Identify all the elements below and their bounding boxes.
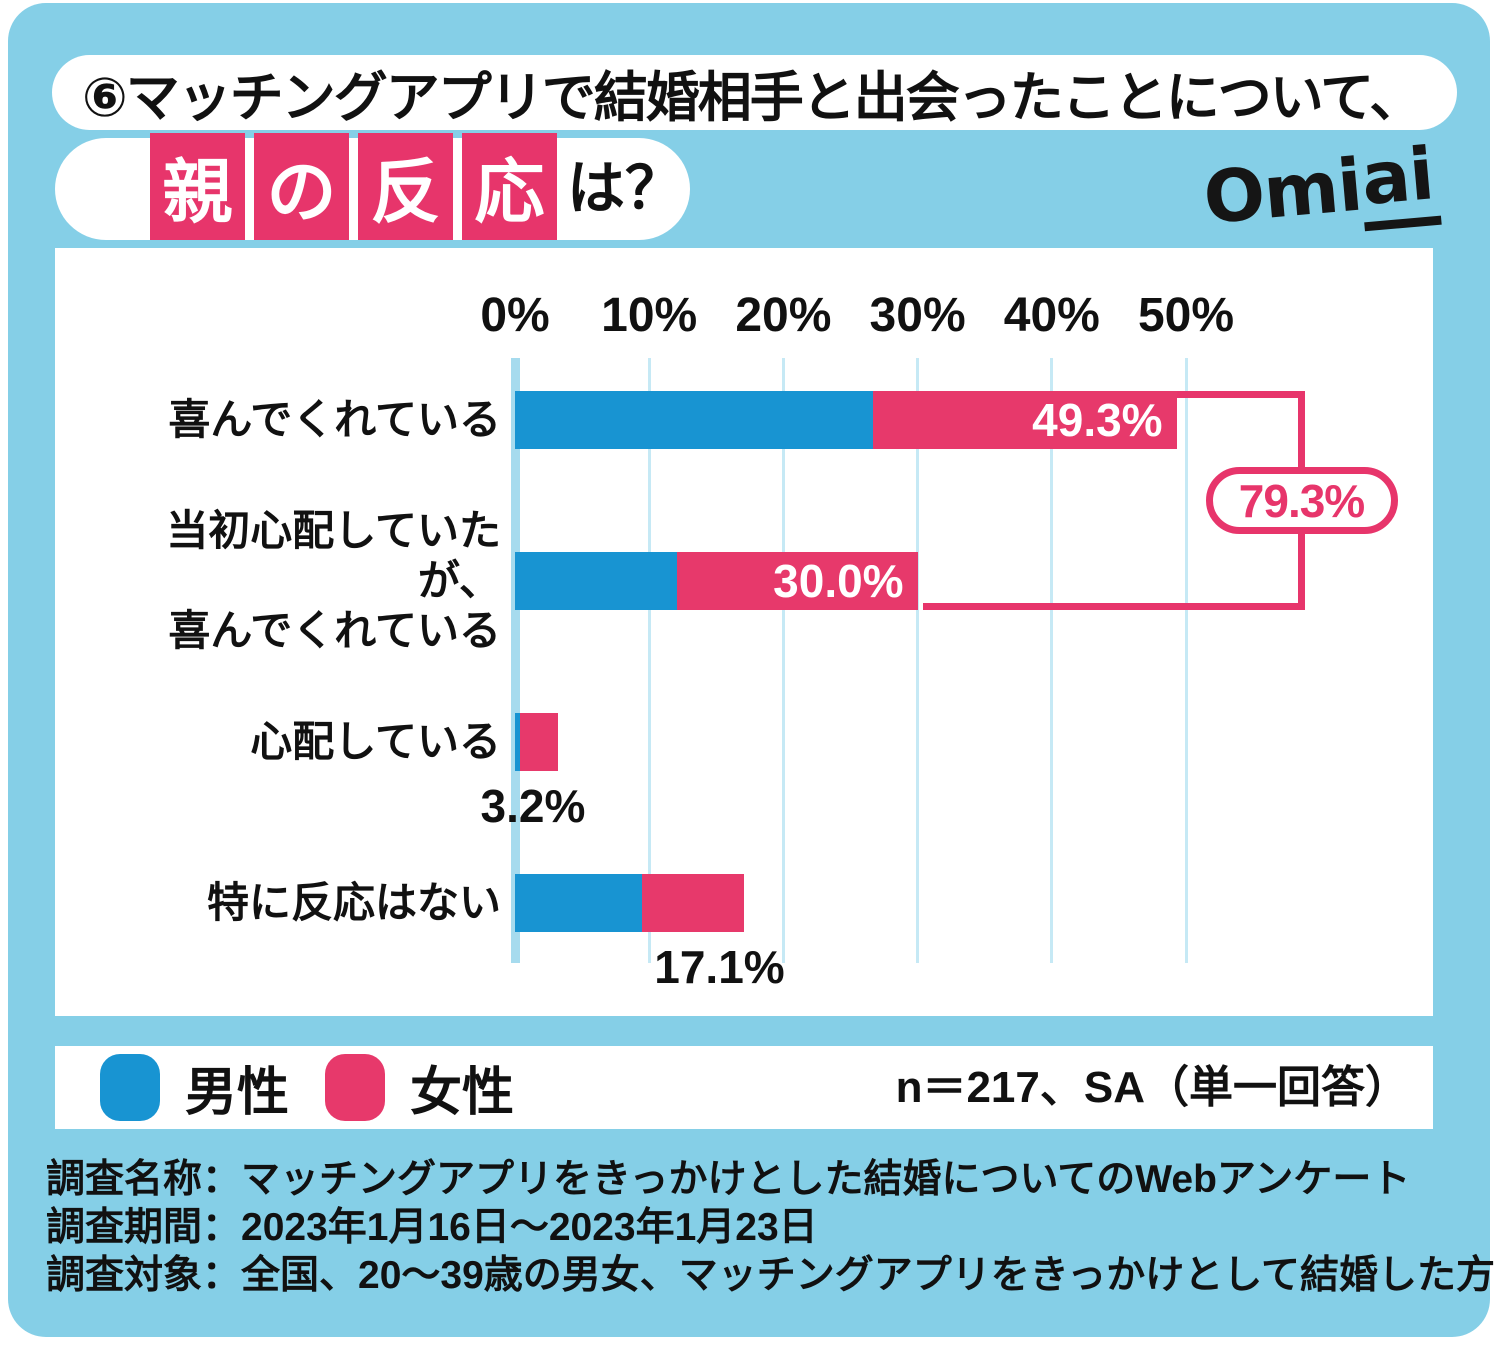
category-label: 当初心配していたが、 喜んでくれている xyxy=(166,507,501,654)
survey-notes: 調査名称：マッチングアプリをきっかけとした結婚についてのWebアンケート 調査期… xyxy=(46,1156,1495,1300)
male-color-swatch xyxy=(100,1054,160,1121)
x-axis-tick-label: 20% xyxy=(735,289,832,342)
highlight-char-box: 親 xyxy=(150,133,245,240)
subtitle-bar: 親の反応 は？ xyxy=(55,133,690,240)
survey-period-line: 調査期間：2023年1月16日～2023年1月23日 xyxy=(46,1206,818,1249)
bar-value-label: 30.0% xyxy=(773,555,904,607)
bar-value-label: 17.1% xyxy=(654,941,785,993)
category-label: 喜んでくれている xyxy=(168,396,501,443)
legend-label-female: 女性 xyxy=(410,1064,515,1122)
gridline xyxy=(1050,358,1054,963)
bar-segment-male xyxy=(515,713,521,771)
gridline xyxy=(1184,358,1188,963)
legend-item-female: 女性 xyxy=(325,1046,514,1129)
callout-line-top xyxy=(1176,391,1305,398)
legend: 男性 女性 n＝217、SA（単一回答） xyxy=(55,1046,1433,1129)
sample-size-note: n＝217、SA（単一回答） xyxy=(895,1063,1409,1112)
highlight-char-box: 応 xyxy=(462,133,557,240)
omiai-logo-prefix: Omi xyxy=(1200,142,1365,240)
gridline xyxy=(647,358,651,963)
title-text: ⑥マッチングアプリで結婚相手と出会ったことについて、 xyxy=(82,68,1423,128)
bar-value-label: 49.3% xyxy=(1032,394,1163,446)
female-color-swatch xyxy=(325,1054,385,1121)
bar-value-label: 3.2% xyxy=(480,780,586,832)
bar-segment-female xyxy=(677,552,918,610)
bar-segment-male xyxy=(515,874,643,932)
gridline xyxy=(916,358,920,963)
x-axis-tick-label: 10% xyxy=(601,289,698,342)
bar-segment-female xyxy=(520,713,558,771)
bar-segment-male xyxy=(515,391,874,449)
survey-target-line: 調査対象：全国、20～39歳の男女、マッチングアプリをきっかけとして結婚した方 xyxy=(46,1254,1496,1297)
callout-badge: 79.3% xyxy=(1205,467,1398,534)
gridline xyxy=(781,358,785,963)
survey-name-line: 調査名称：マッチングアプリをきっかけとした結婚についてのWebアンケート xyxy=(46,1158,1411,1201)
title-bar: ⑥マッチングアプリで結婚相手と出会ったことについて、 xyxy=(52,55,1457,130)
legend-item-male: 男性 xyxy=(100,1046,289,1129)
highlight-char-box: 反 xyxy=(358,133,453,240)
category-label: 心配している xyxy=(250,718,501,765)
subtitle-suffix: は？ xyxy=(567,156,684,221)
category-label: 特に反応はない xyxy=(206,879,501,926)
x-axis-tick-label: 30% xyxy=(869,289,966,342)
chart-panel: 0% 10% 20% 30% 40% 50% 喜んでくれている 49.3% 当初心配していたが、… xyxy=(55,248,1433,1016)
bar-segment-female xyxy=(873,391,1177,449)
x-axis-tick-label: 50% xyxy=(1137,289,1235,342)
callout-line-bottom xyxy=(922,603,1305,610)
gridline-zero xyxy=(510,358,520,963)
bar-segment-female xyxy=(642,874,745,932)
highlight-boxes: 親の反応 xyxy=(150,133,557,240)
omiai-logo-underlined: ai xyxy=(1357,130,1442,231)
highlight-char-box: の xyxy=(254,133,349,240)
bar-segment-male xyxy=(515,552,678,610)
x-axis-tick-label: 40% xyxy=(1003,289,1100,342)
legend-label-male: 男性 xyxy=(185,1064,290,1122)
x-axis-tick-label: 0% xyxy=(480,289,550,342)
